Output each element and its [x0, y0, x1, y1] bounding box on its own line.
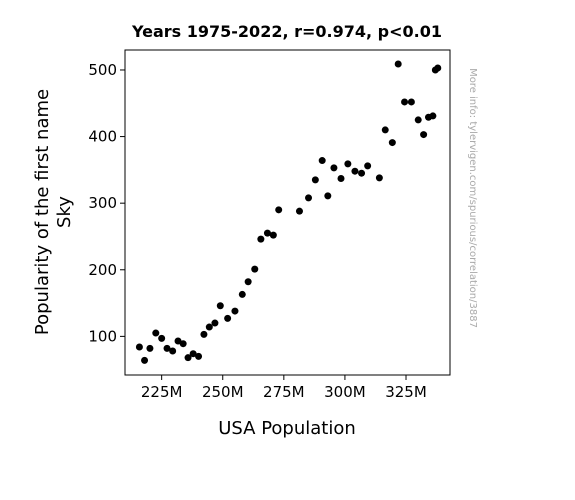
data-point: [257, 235, 265, 243]
data-point: [364, 162, 372, 170]
y-tick-label: 500: [88, 61, 117, 79]
data-point: [344, 160, 352, 168]
y-tick-label: 300: [88, 194, 117, 212]
data-point: [351, 167, 359, 175]
plot-frame: [124, 49, 451, 376]
x-tick-label: 325M: [385, 383, 427, 401]
plot-area: [124, 49, 451, 376]
data-point: [158, 334, 166, 342]
data-point: [184, 354, 192, 362]
x-axis-label: USA Population: [218, 418, 356, 439]
data-point: [169, 347, 177, 355]
data-point: [275, 206, 283, 214]
data-point: [388, 139, 396, 147]
y-axis-label: Popularity of the first name Sky: [32, 89, 75, 335]
data-point: [407, 98, 415, 106]
data-point: [324, 192, 332, 200]
data-point: [141, 356, 149, 364]
data-point: [195, 352, 203, 360]
data-point: [200, 330, 208, 338]
y-tick-label: 100: [88, 327, 117, 345]
data-point: [231, 307, 239, 315]
data-point: [269, 231, 277, 239]
data-point: [429, 112, 437, 120]
data-points: [135, 60, 442, 364]
x-tick-label: 225M: [141, 383, 183, 401]
data-point: [224, 314, 232, 322]
data-point: [146, 344, 154, 352]
x-tick-label: 275M: [263, 383, 305, 401]
y-axis-label-line-2: Sky: [54, 196, 75, 228]
data-point: [381, 126, 389, 134]
data-point: [174, 337, 182, 345]
data-point: [238, 290, 246, 298]
data-point: [401, 98, 409, 106]
y-tick-label: 200: [88, 261, 117, 279]
data-point: [394, 60, 402, 68]
y-axis-ticks: 100 200 300 400 500: [88, 61, 125, 345]
y-axis-label-line-1: Popularity of the first name: [32, 89, 53, 335]
watermark: More info: tylervigen.com/spurious/corre…: [467, 68, 478, 328]
data-point: [263, 229, 271, 237]
data-point: [216, 302, 224, 310]
data-point: [152, 329, 160, 337]
data-point: [330, 164, 338, 172]
data-point: [179, 340, 187, 348]
data-point: [305, 194, 313, 202]
data-point: [295, 207, 303, 215]
y-tick-label: 400: [88, 128, 117, 146]
data-point: [135, 343, 143, 351]
data-point: [337, 175, 345, 183]
chart-title: Years 1975-2022, r=0.974, p<0.01: [131, 22, 442, 41]
data-point: [211, 319, 219, 327]
data-point: [163, 344, 171, 352]
x-tick-label: 300M: [324, 383, 366, 401]
data-point: [251, 265, 259, 273]
data-point: [244, 278, 252, 286]
data-point: [205, 323, 213, 331]
data-point: [358, 169, 366, 177]
data-point: [420, 131, 428, 139]
x-axis-ticks: 225M 250M 275M 300M 325M: [141, 375, 427, 401]
data-point: [311, 176, 319, 184]
watermark-text: More info: tylervigen.com/spurious/corre…: [467, 68, 478, 328]
data-point: [434, 64, 442, 72]
data-point: [318, 157, 326, 165]
x-tick-label: 250M: [202, 383, 244, 401]
data-point: [414, 116, 422, 124]
data-point: [189, 350, 197, 358]
data-point: [375, 174, 383, 182]
